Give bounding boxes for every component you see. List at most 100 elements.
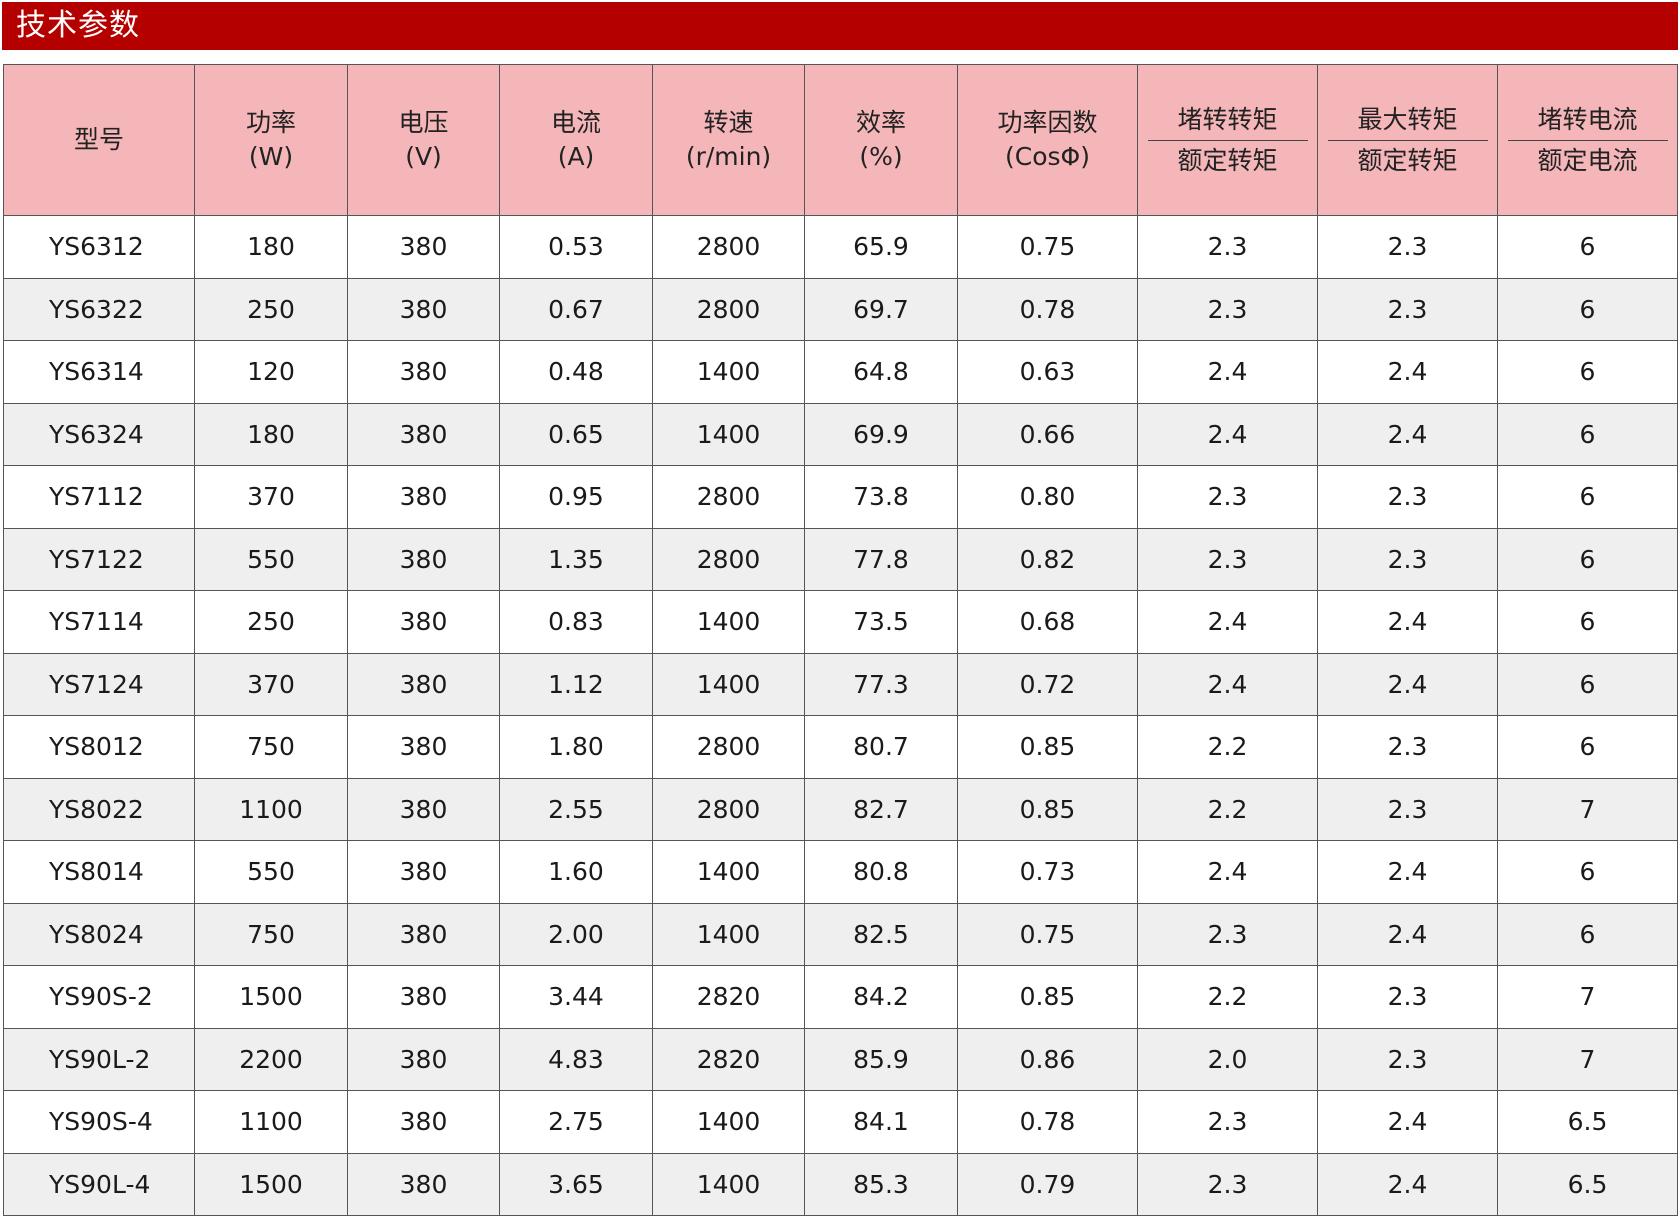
table-row: YS6312 180 380 0.53 2800 65.9 0.75 2.3 2.3 6 [3,215,1678,279]
cell-power-factor: 0.63 [957,340,1138,404]
cell-voltage: 380 [347,340,500,404]
cell-model: YS8014 [3,840,195,904]
cell-speed: 2800 [652,277,805,341]
cell-power-factor: 0.68 [957,590,1138,654]
cell-current: 3.44 [499,965,653,1029]
cell-power-factor: 0.85 [957,777,1138,841]
table-row: YS7122 550 380 1.35 2800 77.8 0.82 2.3 2.3 6 [3,527,1678,591]
cell-locked-torque-ratio: 2.2 [1137,965,1318,1029]
cell-speed: 2800 [652,777,805,841]
cell-power: 1500 [194,965,348,1029]
header-speed-unit: (r/min) [685,142,772,171]
cell-efficiency: 69.9 [804,402,958,466]
cell-speed: 2800 [652,465,805,529]
cell-current: 1.80 [499,715,653,779]
cell-speed: 1400 [652,902,805,966]
cell-model: YS6314 [3,340,195,404]
cell-efficiency: 69.7 [804,277,958,341]
cell-locked-torque-ratio: 2.3 [1137,215,1318,279]
cell-model: YS90S-4 [3,1090,195,1154]
cell-current: 0.48 [499,340,653,404]
cell-speed: 2800 [652,215,805,279]
cell-max-torque-ratio: 2.3 [1317,965,1498,1029]
header-efficiency-unit: (%) [859,142,903,171]
cell-locked-current-ratio: 6 [1497,402,1678,466]
cell-model: YS6312 [3,215,195,279]
table-body: YS6312 180 380 0.53 2800 65.9 0.75 2.3 2.3 6 YS632… [3,215,1678,1216]
cell-efficiency: 65.9 [804,215,958,279]
cell-model: YS8024 [3,902,195,966]
cell-power-factor: 0.72 [957,652,1138,716]
header-model-label: 型号 [73,125,124,154]
cell-max-torque-ratio: 2.4 [1317,590,1498,654]
title-bar: 技术参数 [2,2,1678,50]
cell-model: YS90S-2 [3,965,195,1029]
header-voltage-unit: (V) [405,142,442,171]
cell-voltage: 380 [347,902,500,966]
header-power: 功率 (W) [194,64,348,216]
cell-max-torque-ratio: 2.3 [1317,777,1498,841]
cell-power-factor: 0.78 [957,277,1138,341]
cell-efficiency: 73.5 [804,590,958,654]
cell-locked-current-ratio: 7 [1497,1027,1678,1091]
cell-voltage: 380 [347,715,500,779]
cell-voltage: 380 [347,965,500,1029]
header-current: 电流 (A) [499,64,653,216]
header-speed: 转速 (r/min) [652,64,805,216]
cell-efficiency: 82.7 [804,777,958,841]
cell-speed: 2820 [652,1027,805,1091]
cell-speed: 1400 [652,402,805,466]
cell-power-factor: 0.78 [957,1090,1138,1154]
cell-efficiency: 82.5 [804,902,958,966]
cell-model: YS7122 [3,527,195,591]
cell-speed: 1400 [652,340,805,404]
fraction-bar [1507,139,1668,141]
cell-locked-current-ratio: 6.5 [1497,1090,1678,1154]
table-row: YS90S-2 1500 380 3.44 2820 84.2 0.85 2.2 2.3 7 [3,965,1678,1029]
cell-model: YS8022 [3,777,195,841]
cell-efficiency: 80.8 [804,840,958,904]
cell-voltage: 380 [347,840,500,904]
cell-speed: 1400 [652,1090,805,1154]
cell-locked-current-ratio: 6 [1497,840,1678,904]
cell-voltage: 380 [347,277,500,341]
cell-locked-torque-ratio: 2.3 [1137,277,1318,341]
cell-current: 4.83 [499,1027,653,1091]
cell-locked-torque-ratio: 2.2 [1137,777,1318,841]
cell-power: 750 [194,902,348,966]
cell-model: YS8012 [3,715,195,779]
cell-power: 370 [194,465,348,529]
cell-efficiency: 85.3 [804,1152,958,1216]
cell-current: 0.95 [499,465,653,529]
cell-efficiency: 84.1 [804,1090,958,1154]
cell-voltage: 380 [347,1027,500,1091]
cell-voltage: 380 [347,652,500,716]
cell-locked-current-ratio: 6 [1497,215,1678,279]
header-locked-torque-numerator: 堵转转矩 [1177,104,1278,134]
cell-power-factor: 0.75 [957,215,1138,279]
table-row: YS6314 120 380 0.48 1400 64.8 0.63 2.4 2.4 6 [3,340,1678,404]
cell-locked-current-ratio: 6 [1497,465,1678,529]
cell-locked-torque-ratio: 2.4 [1137,340,1318,404]
cell-power: 180 [194,402,348,466]
header-locked-current-denominator: 额定电流 [1537,145,1638,175]
cell-max-torque-ratio: 2.3 [1317,465,1498,529]
cell-locked-torque-ratio: 2.4 [1137,402,1318,466]
header-model: 型号 [3,64,195,216]
cell-speed: 1400 [652,590,805,654]
cell-locked-current-ratio: 6 [1497,652,1678,716]
table-row: YS90L-4 1500 380 3.65 1400 85.3 0.79 2.3 2.4 6.5 [3,1152,1678,1216]
cell-locked-current-ratio: 6 [1497,902,1678,966]
table-row: YS7114 250 380 0.83 1400 73.5 0.68 2.4 2.4 6 [3,590,1678,654]
cell-current: 0.53 [499,215,653,279]
header-power-factor: 功率因数 (CosΦ) [957,64,1138,216]
cell-locked-torque-ratio: 2.2 [1137,715,1318,779]
cell-power: 550 [194,527,348,591]
cell-power-factor: 0.75 [957,902,1138,966]
cell-speed: 1400 [652,840,805,904]
cell-current: 1.35 [499,527,653,591]
cell-power-factor: 0.82 [957,527,1138,591]
header-locked-current-ratio: 堵转电流 额定电流 [1497,64,1678,216]
header-current-unit: (A) [557,142,595,171]
cell-max-torque-ratio: 2.4 [1317,1152,1498,1216]
